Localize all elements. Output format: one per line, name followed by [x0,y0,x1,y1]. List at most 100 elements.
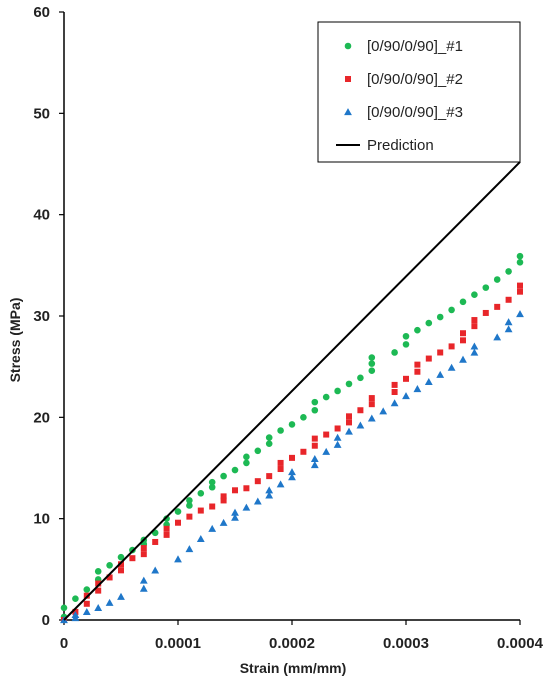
data-point [494,303,501,310]
data-point [163,515,170,522]
data-point [367,414,376,422]
data-point [493,333,502,341]
x-tick-label: 0.0003 [383,635,429,652]
data-point [289,454,295,461]
data-point [437,349,444,356]
data-point [390,399,399,407]
data-point [470,348,479,356]
data-point [276,480,285,488]
prediction-line [63,161,521,621]
x-tick-label: 0.0004 [497,635,544,652]
data-point [186,502,193,509]
data-point [197,507,204,514]
data-point [163,525,170,532]
series-3 [60,310,524,624]
x-tick-label: 0.0002 [269,635,315,652]
data-point [117,592,125,600]
data-point [368,401,375,408]
legend-label: Prediction [367,137,434,154]
x-axis-ticks: 0 0.0001 0.0002 0.0003 0.0004 [60,620,544,652]
data-point [379,407,388,415]
data-point [185,545,194,553]
data-point [425,319,433,327]
series-4 [63,161,521,621]
data-point [402,341,410,348]
y-axis-title: Stress (MPa) [7,298,23,383]
data-point [357,374,364,382]
legend-marker [344,108,352,116]
data-point [174,555,182,563]
data-point [243,485,250,492]
data-point [254,447,262,455]
data-point [368,367,376,375]
data-point [186,497,193,504]
data-point [277,427,284,434]
data-point [460,337,466,344]
data-point [333,433,342,441]
data-point [413,385,422,393]
x-axis-title: Strain (mm/mm) [240,660,347,676]
data-point [448,306,455,314]
data-point [288,473,296,481]
data-point [105,598,114,606]
data-point [265,486,274,494]
data-point [505,296,512,303]
data-point [516,310,524,318]
data-point [219,518,228,526]
data-point [174,508,182,515]
data-point [220,497,227,504]
legend-item: [0/90/0/90]_#3 [344,104,463,121]
series-1 [60,252,524,621]
data-point [368,395,375,402]
data-point [311,442,318,449]
x-tick-label: 0.0001 [155,635,201,652]
data-point [186,513,193,520]
data-point [94,603,103,611]
data-point [82,607,91,616]
data-point [414,368,421,375]
y-tick-label: 50 [33,105,50,122]
data-point [140,545,147,552]
data-point [117,553,125,561]
data-point [106,574,113,581]
legend-item: Prediction [336,137,434,154]
data-point [516,252,524,260]
legend-label: [0/90/0/90]_#3 [367,104,463,121]
data-point [208,478,216,486]
data-point [459,298,467,306]
data-point [265,491,274,499]
data-point [414,361,421,368]
data-point [163,531,170,538]
data-point [391,389,398,395]
y-tick-label: 40 [33,207,50,224]
data-point [265,434,273,441]
data-point [505,268,512,275]
data-point [471,323,478,330]
data-point [300,448,307,455]
data-point [323,431,330,438]
data-point [334,387,341,395]
legend-item: [0/90/0/90]_#2 [345,71,463,88]
y-tick-label: 10 [33,511,50,528]
data-point [311,435,318,442]
data-point [482,284,490,291]
data-point [504,318,513,326]
x-tick-label: 0 [60,635,68,652]
data-point [333,440,342,448]
data-point [311,406,319,414]
legend-label: [0/90/0/90]_#1 [367,38,463,55]
data-point [436,370,445,378]
plot-series [60,161,524,624]
data-point [311,398,319,406]
data-point [346,413,352,420]
data-point [231,466,239,474]
data-point [403,375,409,382]
data-point [152,538,159,545]
legend-marker [345,76,351,82]
data-point [209,503,216,510]
data-point [448,343,455,350]
data-point [72,595,79,603]
data-point [356,421,365,429]
data-point [391,349,398,356]
data-point [95,580,102,587]
